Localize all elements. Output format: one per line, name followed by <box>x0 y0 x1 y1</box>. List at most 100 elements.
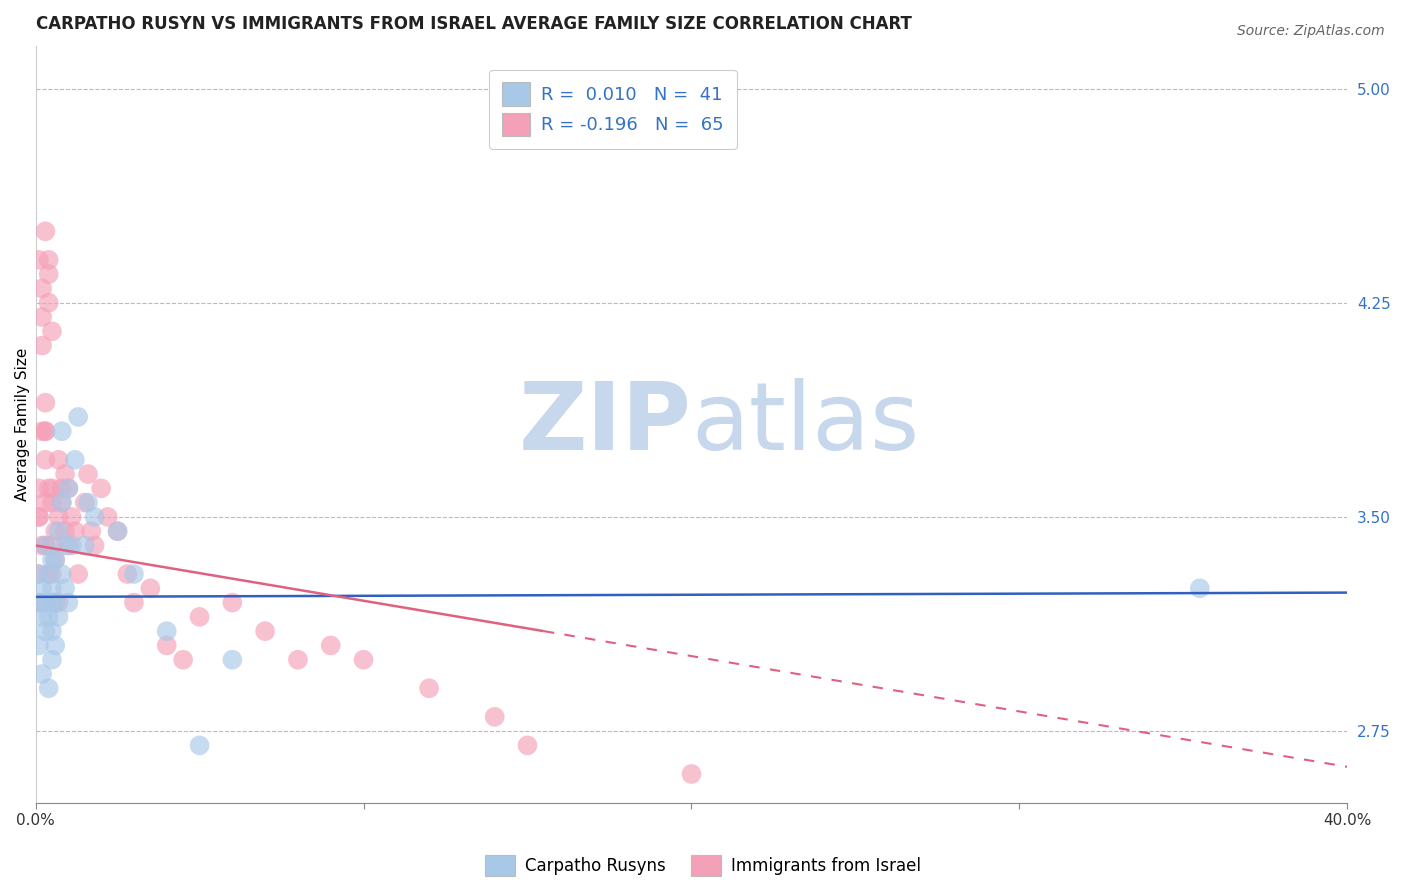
Point <box>41 653 63 667</box>
Point <box>122 567 145 582</box>
Point <box>67 567 90 582</box>
Y-axis label: Average Family Size: Average Family Size <box>15 347 30 500</box>
Point <box>681 767 703 781</box>
Point <box>107 524 129 539</box>
Point <box>28 596 51 610</box>
Point <box>38 267 60 281</box>
Point <box>28 567 51 582</box>
Point <box>28 510 51 524</box>
Point <box>58 596 80 610</box>
Point <box>28 639 51 653</box>
Point <box>41 553 63 567</box>
Point <box>73 495 96 509</box>
Point <box>353 653 375 667</box>
Point <box>41 539 63 553</box>
Point <box>34 495 56 509</box>
Point <box>53 524 76 539</box>
Point <box>28 481 51 495</box>
Point <box>53 539 76 553</box>
Point <box>221 653 243 667</box>
Point <box>254 624 277 639</box>
Point <box>31 667 53 681</box>
Point <box>28 252 51 267</box>
Point <box>34 539 56 553</box>
Point <box>34 452 56 467</box>
Point <box>58 539 80 553</box>
Point <box>31 539 53 553</box>
Point <box>34 424 56 438</box>
Point <box>31 424 53 438</box>
Point <box>34 539 56 553</box>
Point <box>28 510 51 524</box>
Point <box>67 409 90 424</box>
Text: atlas: atlas <box>692 378 920 470</box>
Point <box>38 295 60 310</box>
Point <box>38 252 60 267</box>
Point <box>34 596 56 610</box>
Point <box>287 653 309 667</box>
Point <box>58 481 80 495</box>
Point <box>156 639 179 653</box>
Point <box>63 452 86 467</box>
Point <box>34 224 56 238</box>
Point <box>51 481 73 495</box>
Text: Source: ZipAtlas.com: Source: ZipAtlas.com <box>1237 24 1385 38</box>
Legend: Carpatho Rusyns, Immigrants from Israel: Carpatho Rusyns, Immigrants from Israel <box>478 848 928 882</box>
Point <box>48 610 70 624</box>
Point <box>83 539 105 553</box>
Point <box>28 596 51 610</box>
Point <box>31 610 53 624</box>
Point <box>38 567 60 582</box>
Point <box>51 495 73 509</box>
Point <box>58 481 80 495</box>
Point <box>122 596 145 610</box>
Point <box>44 553 66 567</box>
Point <box>48 524 70 539</box>
Point <box>51 567 73 582</box>
Point <box>117 567 139 582</box>
Point <box>53 467 76 481</box>
Point <box>41 624 63 639</box>
Point <box>28 567 51 582</box>
Point <box>221 596 243 610</box>
Point <box>38 567 60 582</box>
Point <box>41 596 63 610</box>
Point <box>44 596 66 610</box>
Point <box>60 539 83 553</box>
Point <box>44 553 66 567</box>
Point <box>77 467 100 481</box>
Point <box>34 624 56 639</box>
Point <box>51 424 73 438</box>
Point <box>31 582 53 596</box>
Point <box>34 395 56 409</box>
Point <box>80 524 103 539</box>
Point <box>51 495 73 509</box>
Point <box>63 524 86 539</box>
Point <box>38 681 60 696</box>
Point <box>90 481 112 495</box>
Point <box>97 510 120 524</box>
Point <box>48 596 70 610</box>
Point <box>48 510 70 524</box>
Point <box>188 739 211 753</box>
Text: ZIP: ZIP <box>519 378 692 470</box>
Point <box>188 610 211 624</box>
Point <box>53 582 76 596</box>
Point <box>48 452 70 467</box>
Point <box>484 710 506 724</box>
Point <box>31 338 53 352</box>
Legend: R =  0.010   N =  41, R = -0.196   N =  65: R = 0.010 N = 41, R = -0.196 N = 65 <box>489 70 737 149</box>
Point <box>31 281 53 295</box>
Point <box>418 681 440 696</box>
Point <box>41 495 63 509</box>
Point <box>38 481 60 495</box>
Point <box>319 639 342 653</box>
Point <box>41 582 63 596</box>
Text: CARPATHO RUSYN VS IMMIGRANTS FROM ISRAEL AVERAGE FAMILY SIZE CORRELATION CHART: CARPATHO RUSYN VS IMMIGRANTS FROM ISRAEL… <box>35 15 911 33</box>
Point <box>156 624 179 639</box>
Point <box>107 524 129 539</box>
Point <box>172 653 194 667</box>
Point <box>77 495 100 509</box>
Point <box>44 524 66 539</box>
Point <box>41 481 63 495</box>
